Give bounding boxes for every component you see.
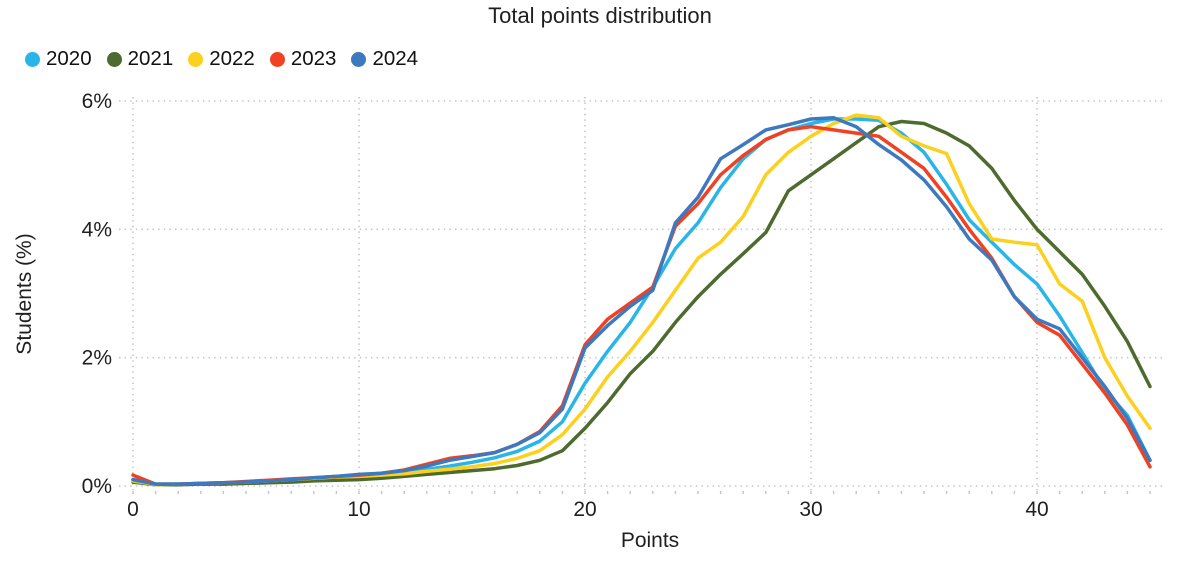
grid-layer	[119, 97, 1166, 494]
legend-item-2020[interactable]: 2020	[25, 47, 92, 71]
series-line-2024	[131, 115, 1152, 486]
chart-title: Total points distribution	[488, 3, 712, 28]
legend-item-2022[interactable]: 2022	[188, 47, 255, 71]
x-tick-label-30: 30	[799, 498, 822, 521]
legend-dot-icon	[351, 51, 367, 67]
series-layer	[131, 113, 1152, 487]
legend: 2020 2021 2022 2023 2024	[25, 47, 433, 71]
y-axis-title: Students (%)	[13, 233, 36, 354]
y-tick-label-2: 2%	[82, 347, 112, 370]
y-tick-label-6: 6%	[82, 90, 112, 113]
legend-item-2021[interactable]: 2021	[106, 47, 174, 71]
legend-dot-icon	[269, 51, 285, 67]
y-tick-label-0: 0%	[82, 475, 112, 498]
x-tick-label-20: 20	[573, 498, 596, 521]
legend-label: 2021	[127, 47, 174, 70]
legend-label: 2022	[209, 47, 255, 70]
x-axis-title: Points	[621, 529, 679, 552]
x-tick-label-40: 40	[1025, 498, 1048, 521]
x-tick-label-0: 0	[127, 498, 139, 521]
series-line-2021	[131, 119, 1152, 487]
legend-dot-icon	[25, 51, 40, 67]
y-tick-label-4: 4%	[82, 218, 112, 241]
x-tick-label-10: 10	[347, 498, 370, 521]
legend-label: 2023	[290, 47, 337, 70]
legend-dot-icon	[188, 51, 204, 67]
legend-label: 2024	[372, 47, 419, 70]
legend-dot-icon	[106, 51, 122, 67]
legend-item-2023[interactable]: 2023	[269, 47, 337, 71]
legend-item-2024[interactable]: 2024	[351, 47, 418, 71]
legend-label: 2020	[46, 47, 92, 70]
tick-label-layer: 0% 2% 4% 6% 0 10 20 30 40	[82, 90, 1049, 521]
